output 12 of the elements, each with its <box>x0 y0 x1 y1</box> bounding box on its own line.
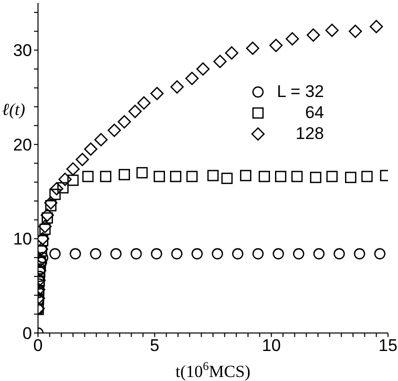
legend-label: L = 32 <box>276 82 324 102</box>
y-tick-label: 0 <box>22 324 32 344</box>
y-axis-title: ℓ(t) <box>2 100 26 119</box>
x-tick-label: 5 <box>150 336 160 356</box>
y-tick-label: 10 <box>13 230 32 249</box>
x-axis-title: t(10$^{6}$MCS) <box>176 359 250 381</box>
y-tick-label: 30 <box>13 41 32 60</box>
text: 64 <box>304 102 324 122</box>
y-tick-label: 20 <box>13 135 32 154</box>
x-tick-label: 15 <box>378 336 398 356</box>
legend-label: 128 <box>294 124 324 144</box>
x-tick-label: 10 <box>262 336 281 356</box>
